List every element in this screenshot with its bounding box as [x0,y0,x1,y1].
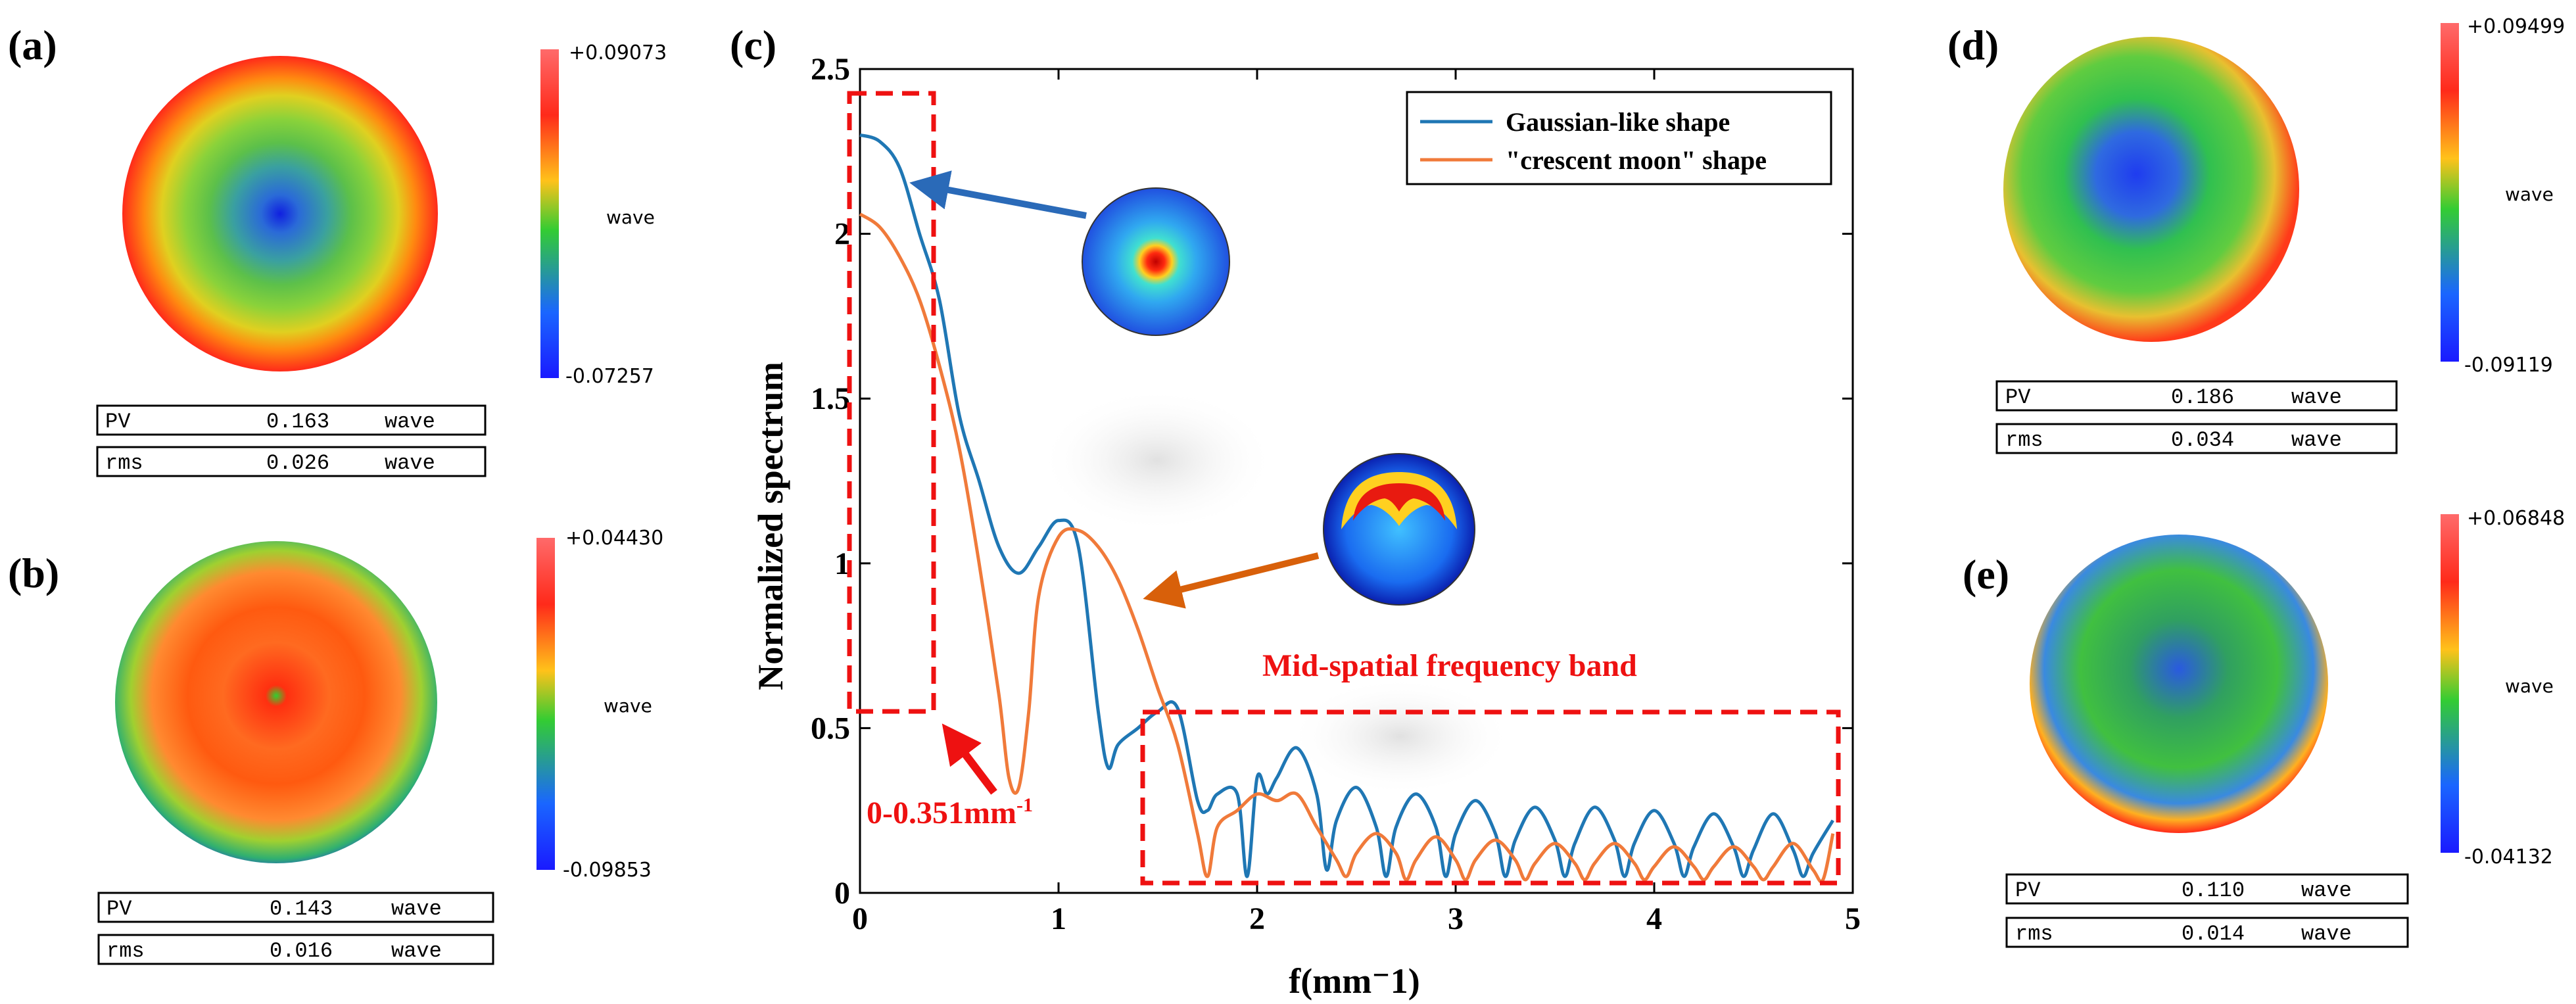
panel-a-rms-box [96,446,487,477]
panel-b-label: (b) [8,550,59,596]
x-axis-label: f(mm⁻1) [1289,961,1419,1001]
panel-b-pv-unit: wave [391,897,442,921]
panel-a-colorbar [540,49,559,378]
panel-d-surface-map [2003,37,2299,342]
panel-c: (c) 0 1 2 3 4 500.511.522.5 f(mm⁻1) Normalize… [730,22,1861,1001]
panel-b-pv-value: 0.143 [270,897,333,921]
legend-label-crescent: "crescent moon" shape [1506,145,1767,175]
x-tick-label: 1 [1051,901,1066,936]
panel-a: (a) +0.09073 wave -0.07257 PV 0.163 wave… [8,22,667,477]
panel-b-rms-value: 0.016 [270,939,333,963]
x-tick-label: 0 [852,901,868,936]
panel-c-shadow-1 [1039,388,1276,533]
panel-d-colorbar-unit: wave [2505,183,2554,205]
low-band-arrow [942,723,997,795]
panel-b-colorbar-min: -0.09853 [563,859,652,882]
panel-a-colorbar-max: +0.09073 [569,41,667,64]
panel-b: (b) +0.04430 wave -0.09853 PV 0.143 wave… [8,527,663,965]
x-tick-label: 4 [1646,901,1662,936]
y-tick-label: 0 [834,876,850,911]
panel-d-rms-unit: wave [2291,428,2342,452]
plot-area: 0 1 2 3 4 500.511.522.5 [811,52,1861,936]
panel-d-pv-unit: wave [2291,385,2342,410]
crescent-inner-band [1353,483,1445,521]
low-frequency-band-box [847,91,936,714]
panel-a-label: (a) [8,22,57,68]
low-band-label-text: 0-0.351mm [867,796,1016,830]
plot-frame [859,68,1854,894]
panel-c-label: (c) [730,22,776,68]
y-tick-label: 2.5 [811,52,850,87]
panel-e-pv-box [2005,873,2409,905]
panel-b-rms-box [97,934,494,965]
panel-a-pv-name: PV [105,410,131,434]
panel-b-pv-name: PV [107,897,132,921]
panel-e-rms-value: 0.014 [2182,922,2245,946]
panel-b-colorbar-unit: wave [604,695,652,717]
panel-b-pv-box [97,892,494,923]
mid-frequency-band-box [1140,709,1841,886]
panel-a-colorbar-unit: wave [606,206,655,228]
series-line-gaussian [859,133,1834,878]
legend: Gaussian-like shape "crescent moon" shap… [1406,91,1832,185]
panel-e-rms-name: rms [2015,922,2053,946]
x-tick-label: 3 [1448,901,1464,936]
mid-band-label: Mid-spatial frequency band [1262,648,1637,683]
panel-b-surface-map [115,541,437,863]
panel-e-colorbar-min: -0.04132 [2464,846,2553,869]
panel-e-colorbar [2441,514,2459,853]
gaussian-inset-arrow [909,170,1087,219]
panel-b-colorbar [537,538,555,870]
legend-label-gaussian: Gaussian-like shape [1506,107,1730,137]
panel-a-colorbar-min: -0.07257 [565,365,654,388]
x-tick-label: 2 [1249,901,1265,936]
panel-a-surface-map [122,56,438,371]
panel-b-colorbar-max: +0.04430 [565,527,663,550]
panel-d-rms-box [1995,423,2398,454]
panel-d: (d) +0.09499 wave -0.09119 PV 0.186 wave… [1947,15,2565,454]
gaussian-shape-inset [1082,187,1230,336]
panel-e-label: (e) [1963,551,2009,598]
panel-e-surface-map [2030,535,2328,833]
panel-d-rms-value: 0.034 [2171,428,2234,452]
panel-e-pv-unit: wave [2301,878,2352,903]
panel-e-pv-value: 0.110 [2182,878,2245,903]
low-band-label-exponent: -1 [1016,794,1033,816]
low-band-label: 0-0.351mm-1 [867,794,1033,830]
y-tick-label: 0.5 [811,711,850,746]
panel-a-pv-value: 0.163 [266,410,329,434]
panel-e-pv-name: PV [2015,878,2041,903]
x-tick-label: 5 [1845,901,1861,936]
panel-e-rms-box [2005,917,2409,948]
panel-e-colorbar-max: +0.06848 [2467,507,2565,530]
crescent-shape-inset [1323,453,1475,606]
legend-box [1406,91,1832,185]
panel-d-label: (d) [1947,22,1999,68]
series-line-crescent [859,212,1835,884]
panel-e-rms-unit: wave [2301,922,2352,946]
panel-b-rms-unit: wave [391,939,442,963]
panel-d-pv-value: 0.186 [2171,385,2234,410]
panel-d-rms-name: rms [2005,428,2043,452]
panel-d-colorbar [2441,23,2459,362]
panel-a-pv-box [96,404,487,436]
panel-d-pv-box [1995,380,2398,412]
panel-d-pv-name: PV [2005,385,2031,410]
panel-b-rms-name: rms [107,939,145,963]
panel-d-colorbar-max: +0.09499 [2467,15,2565,38]
panel-a-rms-unit: wave [385,451,435,475]
y-axis-label: Normalized spectrum [751,362,790,690]
panel-e: (e) +0.06848 wave -0.04132 PV 0.110 wave… [1963,507,2565,948]
panel-a-rms-name: rms [105,451,143,475]
panel-a-rms-value: 0.026 [266,451,329,475]
panel-a-pv-unit: wave [385,410,435,434]
panel-e-colorbar-unit: wave [2505,675,2554,697]
panel-c-shadow-2 [1289,677,1512,796]
crescent-inset-arrow [1143,552,1320,609]
panel-d-colorbar-min: -0.09119 [2464,354,2553,377]
y-tick-label: 1.5 [811,381,850,416]
